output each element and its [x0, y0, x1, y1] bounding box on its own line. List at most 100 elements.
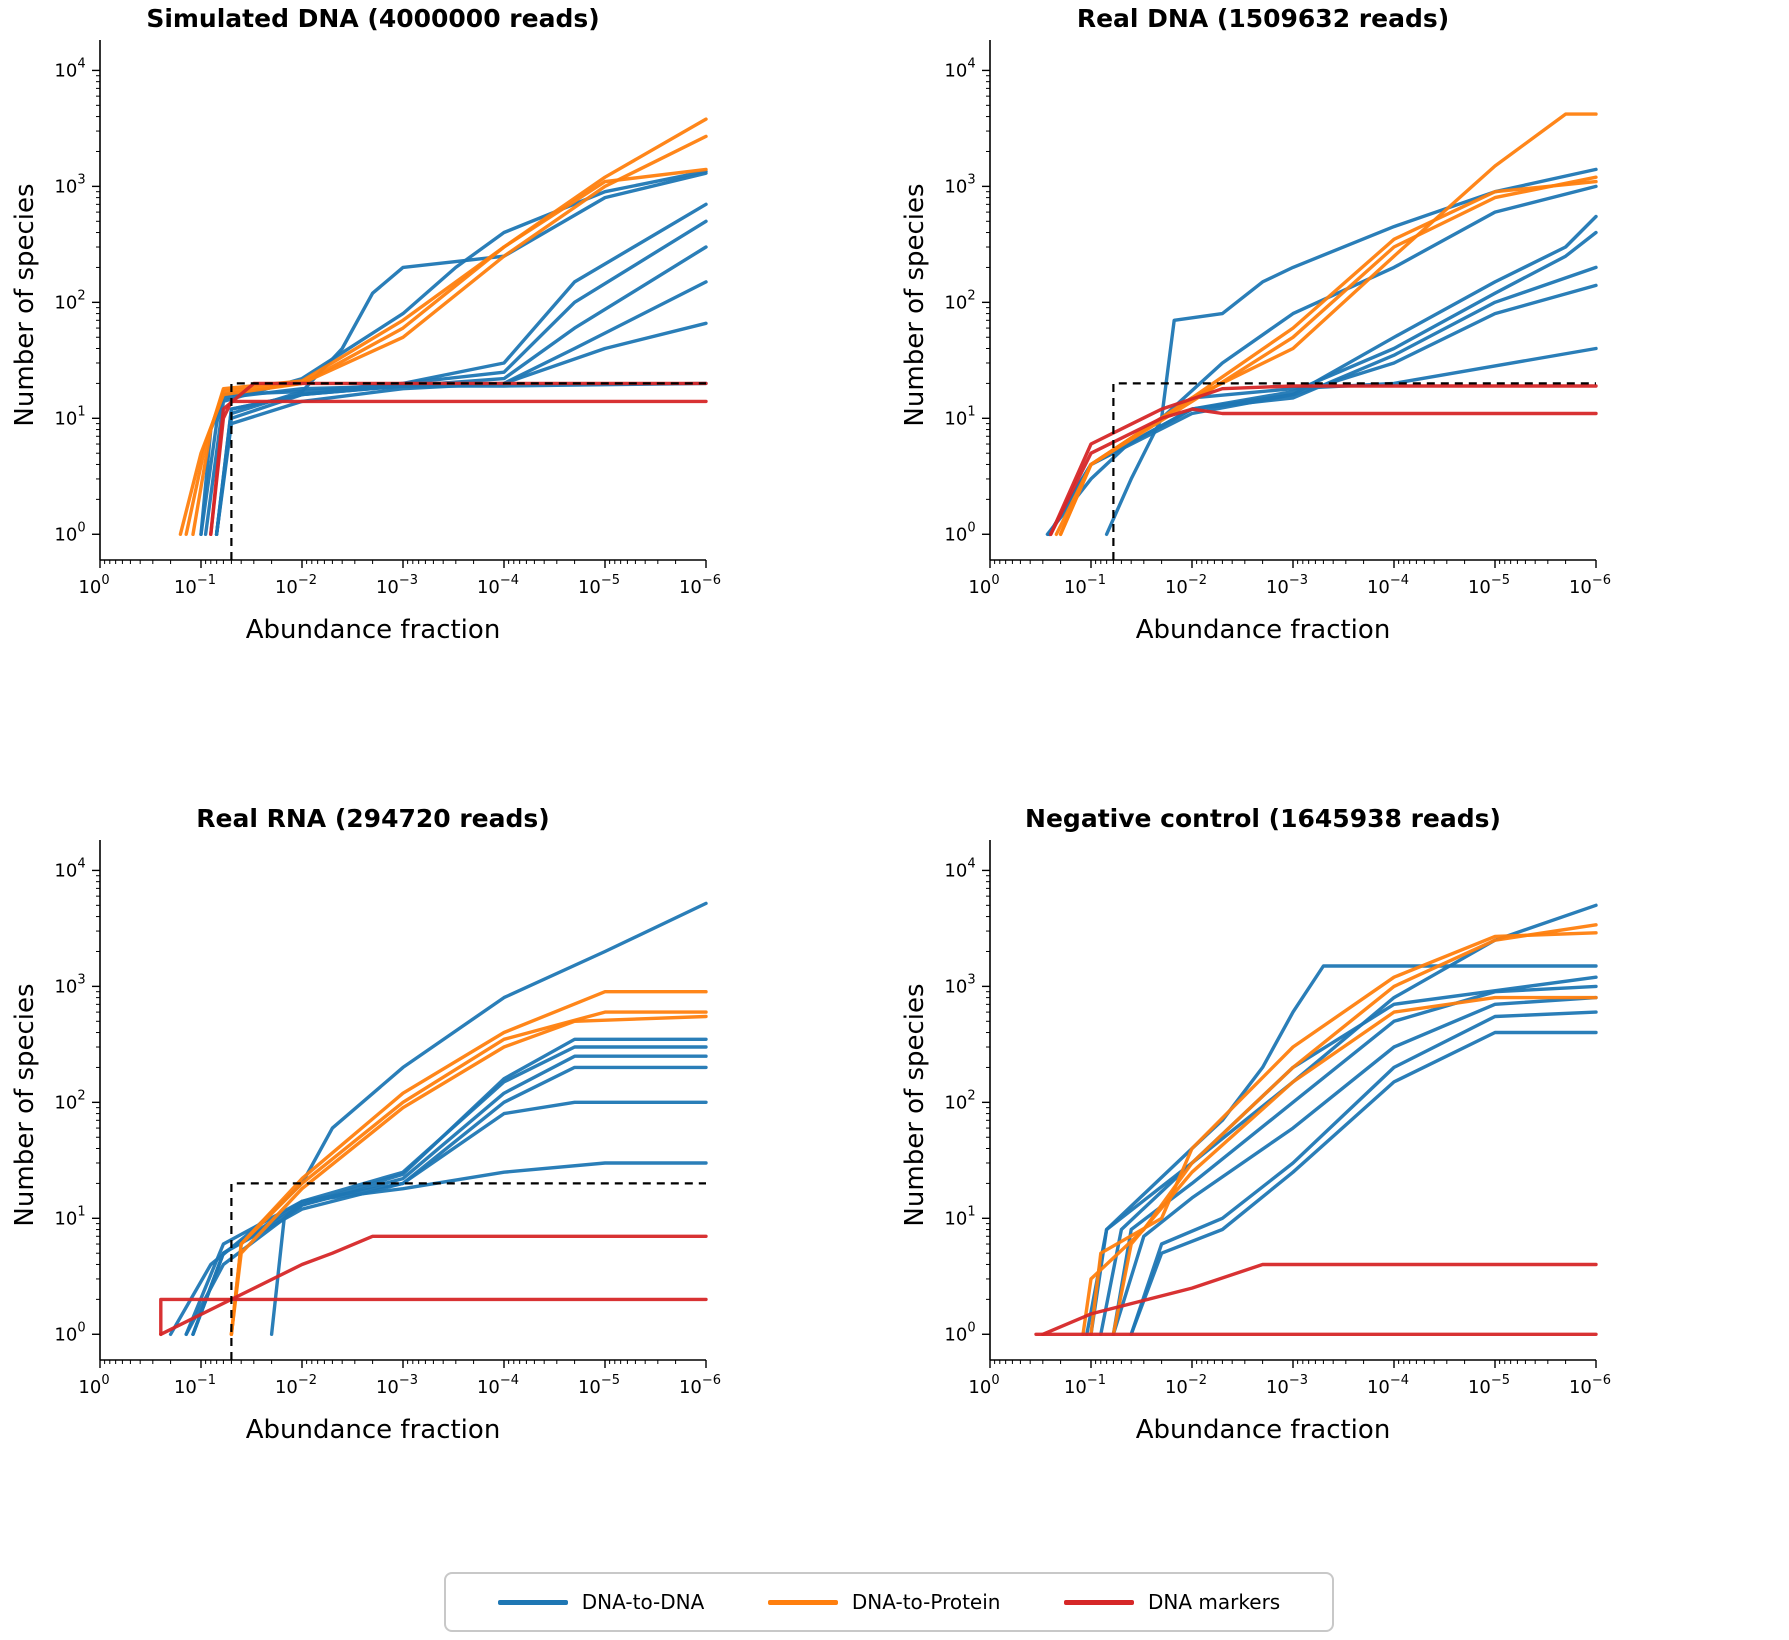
y-tick-label: 101 — [944, 404, 975, 429]
series-line-dna-to-dna-5 — [1129, 1010, 1598, 1336]
series-line-dna-to-dna-7 — [214, 321, 708, 536]
series-line-dna-to-dna-1 — [1085, 903, 1598, 1336]
series-line-dna-to-dna-0 — [199, 381, 708, 536]
y-tick-label: 100 — [54, 520, 85, 545]
x-tick-label: 10−3 — [1266, 573, 1308, 598]
chart-title: Simulated DNA (4000000 reads) — [146, 4, 599, 33]
legend-label-dna-to-dna: DNA-to-DNA — [581, 1590, 705, 1614]
series-line-dna-to-dna-4 — [1111, 995, 1598, 1336]
legend-swatch-dna-to-protein — [767, 1599, 838, 1605]
y-tick-label: 100 — [944, 520, 975, 545]
legend-item-dna-to-protein: DNA-to-Protein — [767, 1590, 1000, 1614]
chart-negative-control: Negative control (1645938 reads) 100 10−1 1… — [900, 804, 1611, 1445]
panel-negative-control: Negative control (1645938 reads) 100 10−1 1… — [890, 800, 1780, 1600]
series-line-dna-to-protein-9 — [184, 134, 708, 536]
x-axis-label: Abundance fraction — [246, 615, 501, 645]
chart-real-rna: Real RNA (294720 reads) 100 10−1 10−2 10−3 10… — [10, 804, 721, 1445]
y-tick-label: 101 — [944, 1204, 975, 1229]
x-tick-label: 10−2 — [275, 573, 317, 598]
x-tick-label: 10−4 — [1367, 573, 1409, 598]
series-line-dna-to-dna-6 — [1129, 1030, 1598, 1336]
x-tick-label: 10−6 — [679, 573, 721, 598]
x-tick-label: 10−1 — [1064, 573, 1106, 598]
truth-dashed-line — [230, 1182, 706, 1360]
x-tick-label: 10−5 — [578, 573, 620, 598]
y-axis-label: Number of species — [10, 983, 40, 1226]
series-line-dna-to-protein-9 — [1111, 995, 1598, 1336]
series-line-dna-to-dna-5 — [191, 1065, 708, 1336]
chart-title: Real DNA (1509632 reads) — [1077, 4, 1449, 33]
series-line-dna-to-dna-3 — [1111, 984, 1598, 1336]
series-line-dna-to-dna-1 — [199, 171, 708, 536]
series-line-dna-markers-10 — [1049, 407, 1598, 536]
y-tick-label: 100 — [944, 1320, 975, 1345]
series-line-dna-to-dna-1 — [269, 1161, 708, 1336]
y-tick-label: 104 — [944, 856, 975, 881]
legend-label-dna-markers: DNA markers — [1148, 1590, 1281, 1614]
y-tick-label: 101 — [54, 404, 85, 429]
series-line-dna-to-protein-8 — [1058, 179, 1598, 536]
x-axis-label: Abundance fraction — [1136, 615, 1391, 645]
x-tick-label: 10−4 — [1367, 1373, 1409, 1398]
x-tick-label: 10−1 — [174, 573, 216, 598]
panel-real-rna: Real RNA (294720 reads) 100 10−1 10−2 10−3 10… — [0, 800, 890, 1600]
series-line-dna-markers-11 — [159, 1234, 708, 1336]
series-line-dna-to-dna-6 — [184, 1037, 708, 1336]
series-line-dna-to-protein-10 — [191, 167, 708, 536]
y-tick-label: 102 — [54, 288, 85, 313]
series-line-dna-to-protein-8 — [229, 1014, 708, 1336]
x-tick-label: 10−5 — [1468, 1373, 1510, 1398]
x-tick-label: 10−1 — [1064, 1373, 1106, 1398]
series-line-dna-to-dna-2 — [1099, 975, 1598, 1336]
legend-swatch-dna-to-dna — [497, 1599, 568, 1605]
x-axis-label: Abundance fraction — [246, 1415, 501, 1445]
series-line-dna-to-dna-6 — [214, 280, 708, 536]
legend-item-dna-markers: DNA markers — [1064, 1590, 1280, 1614]
series-line-dna-markers-12 — [209, 399, 708, 536]
series-line-dna-to-dna-4 — [214, 219, 708, 536]
series-line-dna-to-dna-0 — [1089, 964, 1598, 1336]
x-tick-label: 10−6 — [1569, 1373, 1611, 1398]
chart-simulated-dna: Simulated DNA (4000000 reads) 100 10−1 10−2… — [10, 4, 721, 645]
y-tick-label: 103 — [944, 172, 975, 197]
x-tick-label: 10−4 — [477, 573, 519, 598]
x-tick-label: 100 — [78, 1373, 109, 1398]
series-line-dna-to-dna-1 — [1104, 167, 1598, 536]
series-line-dna-to-dna-3 — [191, 1054, 708, 1336]
y-axis-label: Number of species — [10, 183, 40, 426]
y-tick-label: 103 — [944, 972, 975, 997]
x-tick-label: 10−3 — [376, 573, 418, 598]
series-line-dna-to-dna-3 — [214, 202, 708, 536]
legend-item-dna-to-dna: DNA-to-DNA — [497, 1590, 705, 1614]
chart-real-dna: Real DNA (1509632 reads) 100 10−1 10−2 10−3 1… — [900, 4, 1611, 645]
series-line-dna-to-protein-8 — [178, 117, 708, 536]
truth-dashed-line — [1112, 382, 1596, 560]
x-tick-label: 100 — [968, 1373, 999, 1398]
y-tick-label: 104 — [54, 856, 85, 881]
y-tick-label: 104 — [54, 56, 85, 81]
truth-dashed-line — [230, 382, 706, 560]
y-tick-label: 102 — [944, 1088, 975, 1113]
x-tick-label: 10−4 — [477, 1373, 519, 1398]
x-tick-label: 10−3 — [376, 1373, 418, 1398]
y-tick-label: 104 — [944, 56, 975, 81]
series-line-dna-markers-11 — [1034, 1262, 1598, 1336]
x-tick-label: 10−6 — [1569, 573, 1611, 598]
legend: DNA-to-DNA DNA-to-Protein DNA markers — [444, 1572, 1334, 1632]
x-axis-label: Abundance fraction — [1136, 1415, 1391, 1445]
panel-simulated-dna: Simulated DNA (4000000 reads) 100 10−1 10−2… — [0, 0, 890, 800]
y-axis-label: Number of species — [900, 183, 930, 426]
series-line-dna-to-protein-8 — [1089, 931, 1598, 1336]
x-tick-label: 10−6 — [679, 1373, 721, 1398]
series-line-dna-to-protein-9 — [1058, 175, 1598, 536]
y-tick-label: 103 — [54, 972, 85, 997]
y-axis-label: Number of species — [900, 983, 930, 1226]
panel-real-dna: Real DNA (1509632 reads) 100 10−1 10−2 10−3 1… — [890, 0, 1780, 800]
y-tick-label: 102 — [54, 1088, 85, 1113]
chart-title: Negative control (1645938 reads) — [1025, 804, 1501, 833]
series-line-dna-markers-11 — [1049, 384, 1598, 536]
series-line-dna-to-dna-4 — [191, 1045, 708, 1336]
legend-swatch-dna-markers — [1064, 1599, 1135, 1605]
y-tick-label: 100 — [54, 1320, 85, 1345]
x-tick-label: 10−5 — [1468, 573, 1510, 598]
